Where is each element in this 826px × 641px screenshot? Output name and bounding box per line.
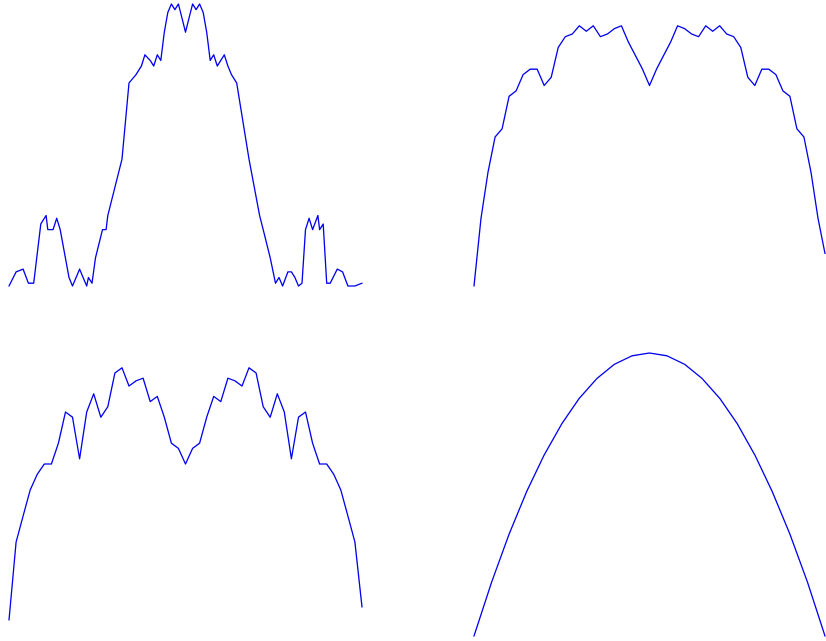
top-right-series-line-0	[473, 25, 826, 287]
panel-bottom-right	[473, 352, 826, 637]
bottom-left-series-line-0	[8, 367, 363, 621]
panel-top-right	[473, 25, 826, 287]
top-left-series-line-0	[8, 3, 363, 287]
panel-top-left	[8, 3, 363, 287]
bottom-right-series-line-0	[473, 352, 826, 637]
panel-bottom-left	[8, 367, 363, 621]
